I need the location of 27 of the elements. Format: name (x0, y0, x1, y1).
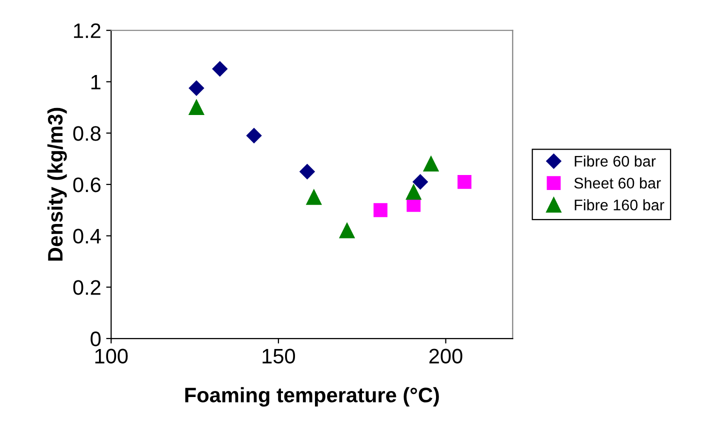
point (246, 128, 262, 144)
y-tick-label: 0.2 (73, 280, 100, 295)
point (458, 174, 472, 189)
x-axis-title: Foaming temperature (°C) (185, 387, 439, 407)
y-tick-label: 0.4 (73, 228, 101, 244)
point (212, 61, 228, 76)
point (306, 190, 322, 205)
x-tick-label: 150 (262, 348, 295, 364)
point (188, 100, 204, 116)
y-tick-label: 0.8 (73, 126, 101, 141)
legend-label: Sheet 60 bar (574, 177, 661, 189)
point (406, 184, 422, 200)
point (300, 164, 315, 180)
point (339, 223, 355, 238)
point (374, 203, 388, 218)
y-tick-label: 0.6 (73, 177, 100, 192)
x-tick-label: 100 (95, 348, 128, 364)
y-axis-title: Density (kg/m3) (47, 108, 67, 261)
point (188, 80, 204, 96)
y-tick-label: 0 (90, 332, 101, 346)
y-tick-label: 1 (91, 74, 100, 90)
point (423, 156, 439, 172)
legend-label: Fibre 160 bar (574, 199, 664, 210)
x-tick-label: 200 (429, 348, 462, 364)
point (412, 174, 428, 190)
y-tick-label: 1.2 (74, 23, 100, 38)
legend-label: Fibre 60 bar (574, 155, 656, 167)
